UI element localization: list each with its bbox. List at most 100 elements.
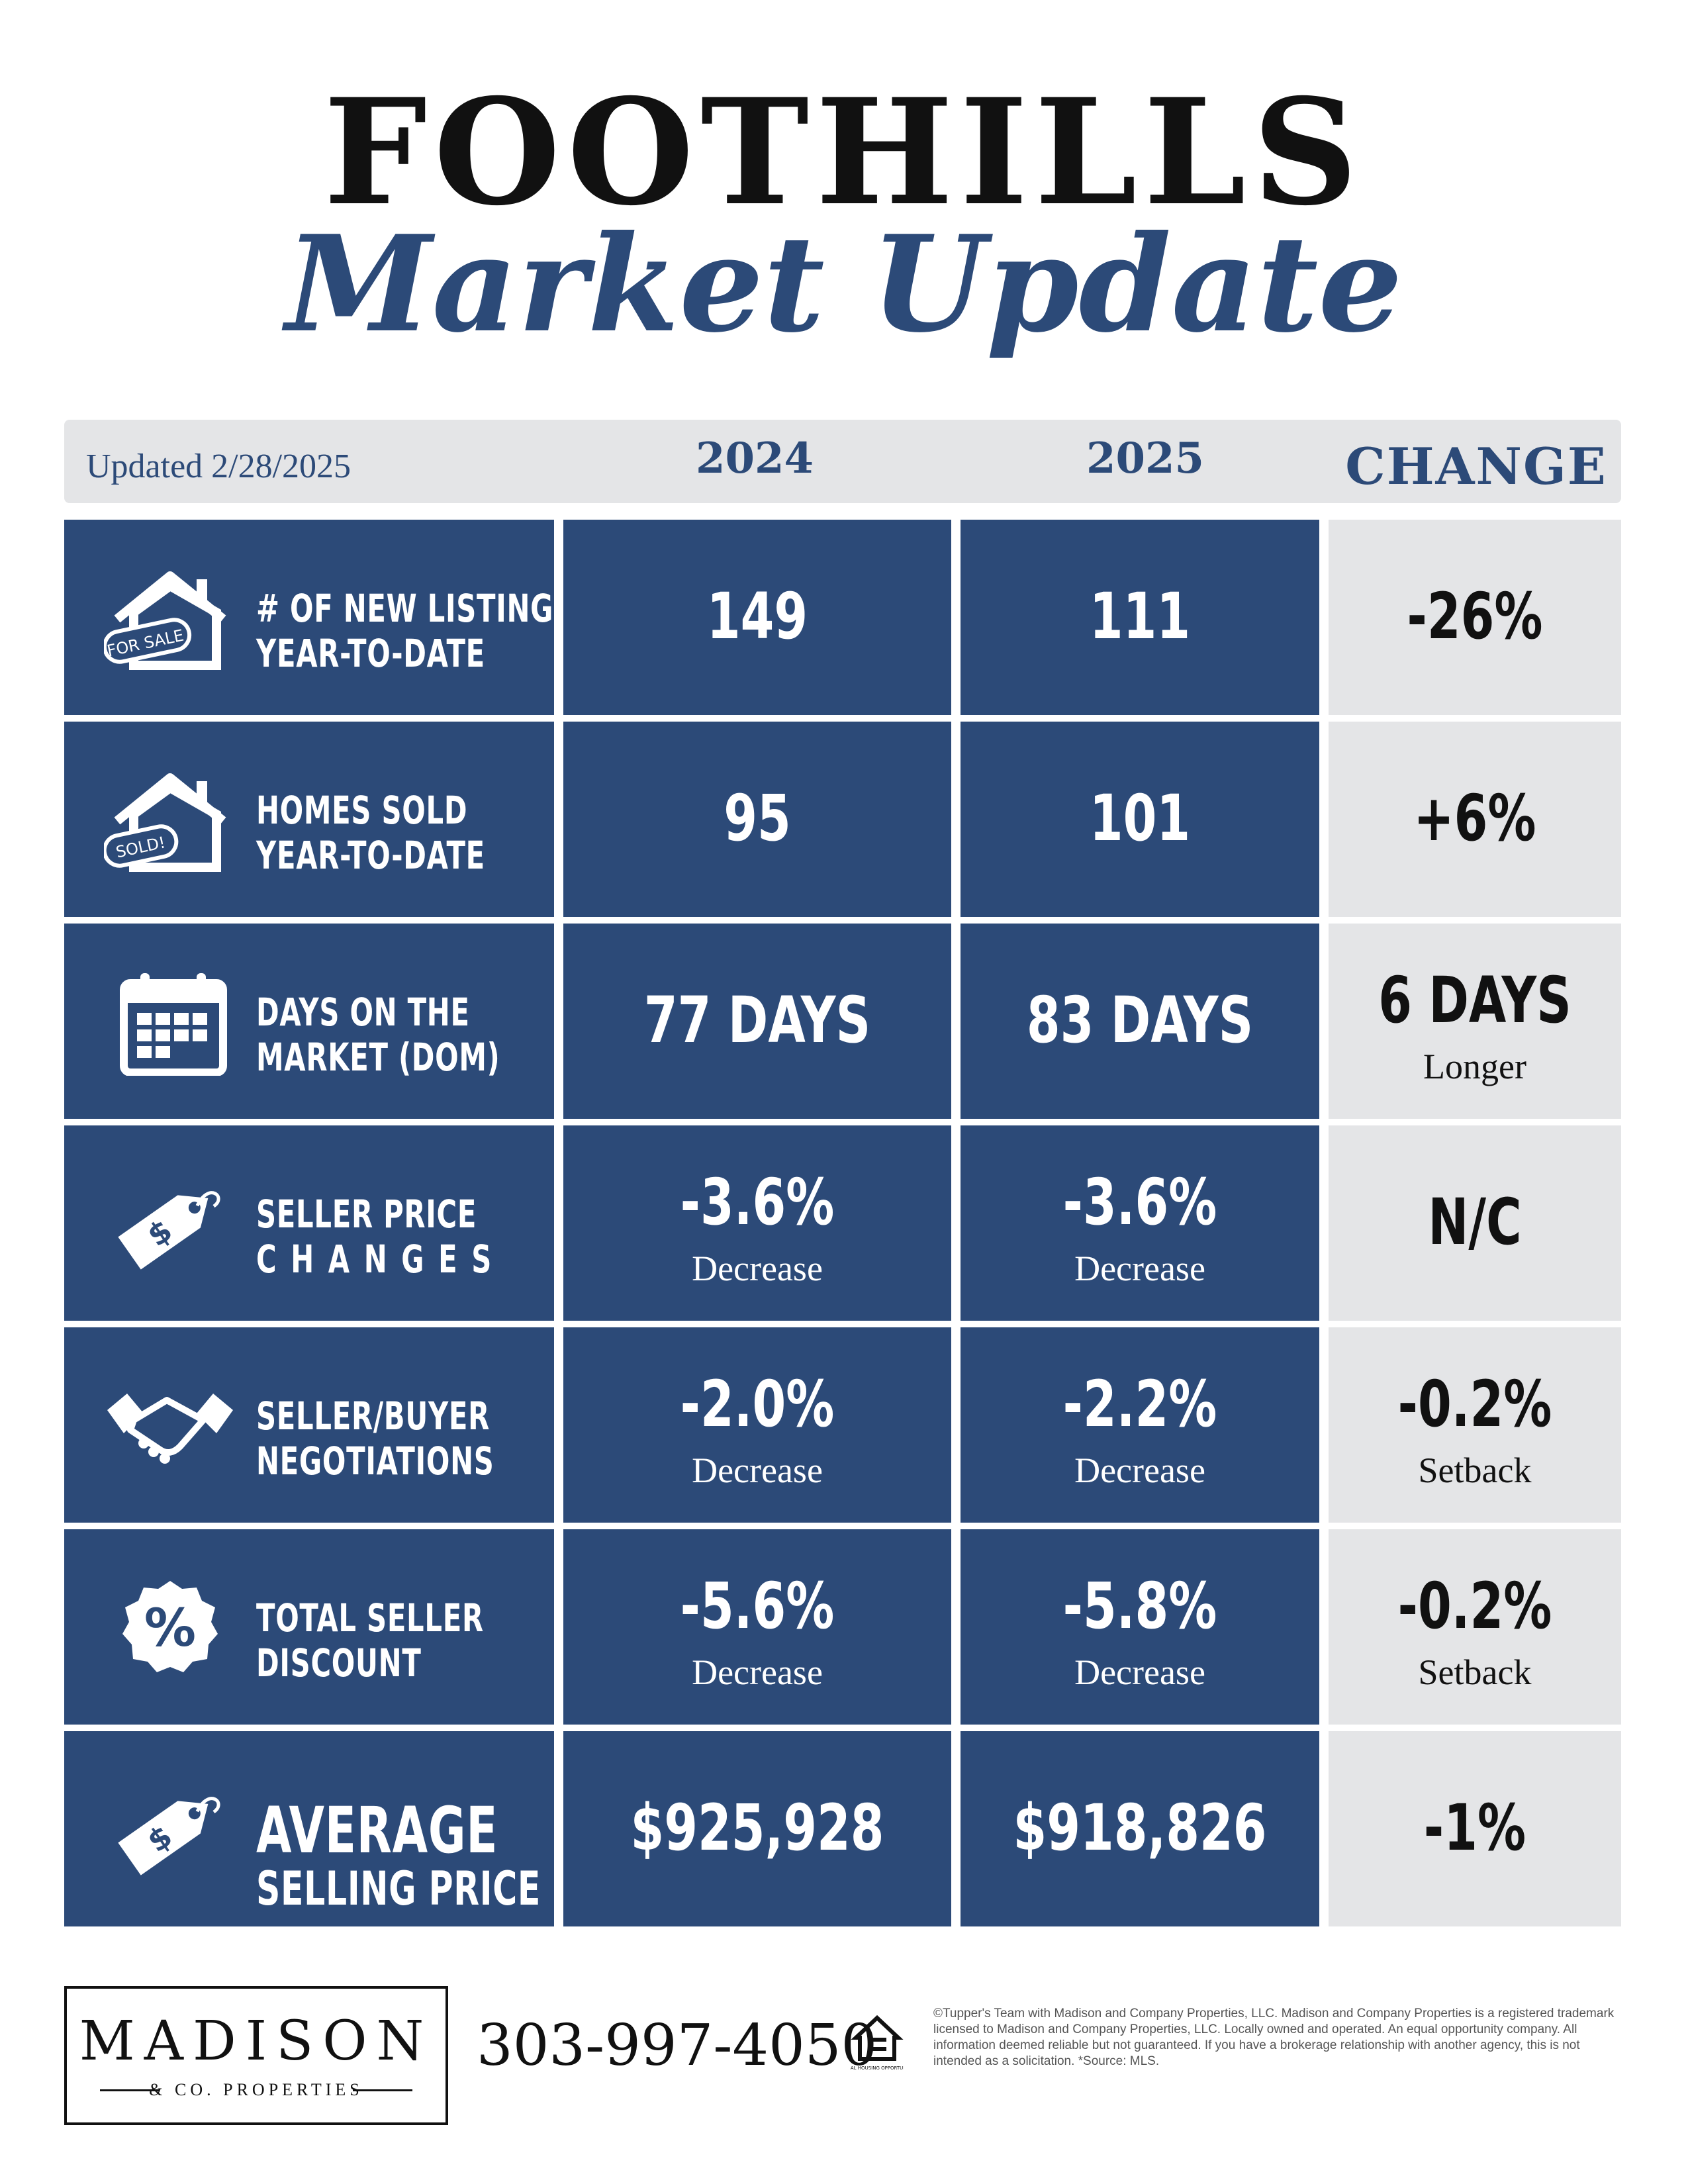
madison-logo: MADISON & CO. PROPERTIES xyxy=(64,1986,448,2125)
value-2025: -3.6% xyxy=(1062,1165,1217,1239)
logo-rule-left xyxy=(100,2089,160,2091)
value-2025: 101 xyxy=(1089,781,1191,855)
value-change: -1% xyxy=(1423,1791,1526,1865)
page-subtitle: Market Update xyxy=(285,207,1403,362)
percent-badge-icon: % xyxy=(104,1576,236,1682)
table-header-band xyxy=(64,420,1621,503)
row-label-cell: SELLER/BUYER NEGOTIATIONS xyxy=(64,1327,554,1523)
column-header-change: CHANGE xyxy=(1345,437,1607,496)
row-label: SELLER/BUYER NEGOTIATIONS xyxy=(256,1394,494,1484)
column-header-2025: 2025 xyxy=(1086,434,1205,483)
row-label-line1: # OF NEW LISTINGS xyxy=(256,586,574,631)
equal-housing-opportunity-icon: EQUAL HOUSING OPPORTUNITY xyxy=(841,2013,914,2072)
phone-number: 303-997-4050 xyxy=(477,2013,878,2079)
row-label-line2: YEAR-TO-DATE xyxy=(256,833,485,878)
row-label-cell: $ AVERAGE SELLING PRICE xyxy=(64,1731,554,1926)
value-2025-cell: 111 xyxy=(961,520,1319,715)
row-label: HOMES SOLD YEAR-TO-DATE xyxy=(256,788,485,878)
value-change-cell: +6% xyxy=(1329,722,1621,917)
value-2025-cell: -3.6% Decrease xyxy=(961,1125,1319,1321)
row-label-cell: % TOTAL SELLER DISCOUNT xyxy=(64,1529,554,1725)
value-change: +6% xyxy=(1413,781,1536,855)
row-label-cell: DAYS ON THE MARKET (DOM) xyxy=(64,924,554,1119)
eho-text: EQUAL HOUSING OPPORTUNITY xyxy=(851,2065,904,2071)
value-change: -26% xyxy=(1407,579,1543,653)
value-2024: -2.0% xyxy=(680,1367,835,1441)
value-2024-cell: 95 xyxy=(563,722,951,917)
row-label-line1: SELLER PRICE xyxy=(256,1192,477,1237)
value-2024-cell: 149 xyxy=(563,520,951,715)
value-2024-note: Decrease xyxy=(692,1450,823,1490)
page-title: FOOTHILLS xyxy=(323,66,1365,238)
value-change-cell: -1% xyxy=(1329,1731,1621,1926)
row-label-cell: $ SELLER PRICE CHANGES xyxy=(64,1125,554,1321)
value-change: N/C xyxy=(1428,1185,1522,1259)
value-2025-note: Decrease xyxy=(1074,1249,1205,1288)
row-label-line1: DAYS ON THE xyxy=(256,990,470,1035)
value-change-note: Longer xyxy=(1423,1047,1526,1086)
value-change-note: Setback xyxy=(1418,1450,1532,1490)
value-change-cell: -26% xyxy=(1329,520,1621,715)
value-2024: 95 xyxy=(724,781,791,855)
value-2024: -3.6% xyxy=(680,1165,835,1239)
value-2024: 77 DAYS xyxy=(643,983,871,1057)
row-label-line1: TOTAL SELLER xyxy=(256,1595,484,1640)
updated-date: Updated 2/28/2025 xyxy=(86,448,352,485)
value-2025: $918,826 xyxy=(1013,1791,1267,1865)
calendar-icon xyxy=(104,970,236,1076)
value-2024-cell: -2.0% Decrease xyxy=(563,1327,951,1523)
value-change-cell: -0.2% Setback xyxy=(1329,1327,1621,1523)
value-2025-cell: $918,826 xyxy=(961,1731,1319,1926)
value-2024: 149 xyxy=(706,579,808,653)
value-change-note: Setback xyxy=(1418,1652,1532,1692)
column-header-2024: 2024 xyxy=(695,434,814,483)
value-2025: 83 DAYS xyxy=(1026,983,1254,1057)
value-change-cell: N/C xyxy=(1329,1125,1621,1321)
price-tag-icon: $ xyxy=(104,1778,236,1883)
value-2024: $925,928 xyxy=(630,1791,884,1865)
value-2025-cell: -5.8% Decrease xyxy=(961,1529,1319,1725)
value-change: -0.2% xyxy=(1397,1367,1552,1441)
row-label-cell: SOLD! HOMES SOLD YEAR-TO-DATE xyxy=(64,722,554,917)
house-sold-icon: SOLD! xyxy=(102,768,236,874)
value-2024-cell: -3.6% Decrease xyxy=(563,1125,951,1321)
value-change-cell: -0.2% Setback xyxy=(1329,1529,1621,1725)
row-label: # OF NEW LISTINGS YEAR-TO-DATE xyxy=(256,586,574,676)
value-2024-cell: -5.6% Decrease xyxy=(563,1529,951,1725)
value-2025-note: Decrease xyxy=(1074,1652,1205,1692)
logo-subtitle: & CO. PROPERTIES xyxy=(149,2080,363,2099)
row-label-line2: CHANGES xyxy=(256,1237,506,1282)
row-label-line2: YEAR-TO-DATE xyxy=(256,631,485,676)
value-2024-note: Decrease xyxy=(692,1249,823,1288)
disclaimer: ©Tupper's Team with Madison and Company … xyxy=(933,2007,1615,2068)
svg-text:%: % xyxy=(144,1599,196,1658)
row-label: AVERAGE SELLING PRICE xyxy=(256,1793,541,1916)
row-label-line2: NEGOTIATIONS xyxy=(256,1439,494,1484)
row-label-line1: HOMES SOLD xyxy=(256,788,468,833)
value-2025-cell: 101 xyxy=(961,722,1319,917)
row-label-line2: DISCOUNT xyxy=(256,1640,422,1685)
house-for-sale-icon: FOR SALE xyxy=(102,566,236,672)
row-label: DAYS ON THE MARKET (DOM) xyxy=(256,990,500,1080)
value-2024-cell: 77 DAYS xyxy=(563,924,951,1119)
row-label-line1: SELLER/BUYER xyxy=(256,1394,491,1439)
logo-wordmark: MADISON xyxy=(79,2010,434,2073)
row-label: SELLER PRICE CHANGES xyxy=(256,1192,506,1282)
value-2025-cell: 83 DAYS xyxy=(961,924,1319,1119)
value-2025: -5.8% xyxy=(1062,1569,1217,1643)
price-tag-icon: $ xyxy=(104,1172,236,1278)
value-2025-cell: -2.2% Decrease xyxy=(961,1327,1319,1523)
row-label-cell: FOR SALE # OF NEW LISTINGS YEAR-TO-DATE xyxy=(64,520,574,715)
value-2024-cell: $925,928 xyxy=(563,1731,951,1926)
row-label-line1: AVERAGE xyxy=(256,1793,498,1868)
logo-rule-right xyxy=(353,2089,412,2091)
row-label: TOTAL SELLER DISCOUNT xyxy=(256,1595,484,1685)
value-change: -0.2% xyxy=(1397,1569,1552,1643)
value-change: 6 DAYS xyxy=(1378,963,1571,1037)
value-2024: -5.6% xyxy=(680,1569,835,1643)
value-2025: -2.2% xyxy=(1062,1367,1217,1441)
value-2025-note: Decrease xyxy=(1074,1450,1205,1490)
handshake-icon xyxy=(104,1374,236,1480)
row-label-line2: SELLING PRICE xyxy=(256,1862,541,1916)
value-2025: 111 xyxy=(1089,579,1191,653)
